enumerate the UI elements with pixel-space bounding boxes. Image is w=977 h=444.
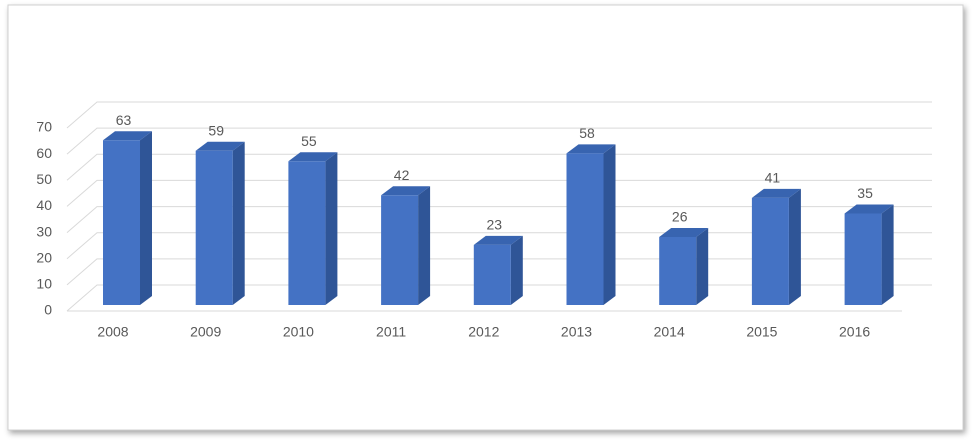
bar-top [473,235,523,245]
x-tick-label: 2016 [839,324,870,340]
bar [381,186,431,305]
bar [566,144,616,305]
grid-line [66,284,932,312]
bar-front [566,153,604,305]
bar [103,131,152,305]
bar-side [696,228,709,305]
bar-top [195,141,245,151]
grid-line [66,127,932,155]
y-tick-label: 0 [44,302,52,318]
bar-front [103,140,140,305]
bar [195,141,245,305]
x-tick-label: 2009 [190,324,221,340]
bar [751,188,801,305]
y-tick-label: 60 [36,145,52,161]
grid-line [66,258,932,286]
grid-line [66,153,932,181]
bar [844,204,894,305]
bar-top [844,204,894,214]
bar-side [603,144,616,305]
value-label: 26 [672,209,688,225]
y-tick-label: 50 [36,171,52,187]
bar [473,235,523,305]
value-label: 58 [579,125,595,141]
bar-front [288,161,326,305]
value-label: 35 [857,185,873,201]
x-tick-label: 2011 [376,324,406,340]
grid-line [66,206,932,233]
bar-side [140,131,152,305]
x-tick-label: 2013 [561,324,592,340]
bar-front [195,150,233,305]
grid-line [66,232,932,260]
y-tick-label: 10 [36,276,52,292]
x-tick-label: 2010 [283,324,314,340]
y-tick-label: 70 [36,119,52,135]
bar-top [659,228,709,238]
bar-side [418,186,431,305]
chart-frame [7,4,964,431]
y-tick-label: 40 [36,197,52,213]
x-tick-label: 2014 [654,324,685,340]
bar-top [103,131,152,141]
bar-side [788,188,801,305]
bar-side [232,141,245,305]
x-tick-label: 2015 [746,324,777,340]
bar-front [844,213,882,305]
value-label: 42 [394,167,410,183]
bar-top [381,186,431,196]
bar [659,228,709,305]
bar-side [881,204,894,305]
value-label: 59 [208,122,224,138]
bar-front [473,244,511,305]
value-label: 23 [487,217,503,233]
bar-front [381,195,419,305]
value-label: 41 [765,170,781,186]
bar-top [288,152,338,162]
bar-front [659,237,697,305]
bar-side [325,152,338,305]
grid-line [66,101,932,129]
y-tick-label: 30 [36,223,52,239]
bar-top [751,188,801,198]
bar-front [751,197,789,305]
bar [288,152,338,305]
bar-side [510,235,523,305]
bar-top [566,144,616,154]
value-label: 63 [116,112,132,128]
y-tick-label: 20 [36,249,52,265]
grid-line [66,179,932,207]
x-tick-label: 2012 [468,324,499,340]
value-label: 55 [301,133,317,149]
x-tick-label: 2008 [97,324,128,340]
